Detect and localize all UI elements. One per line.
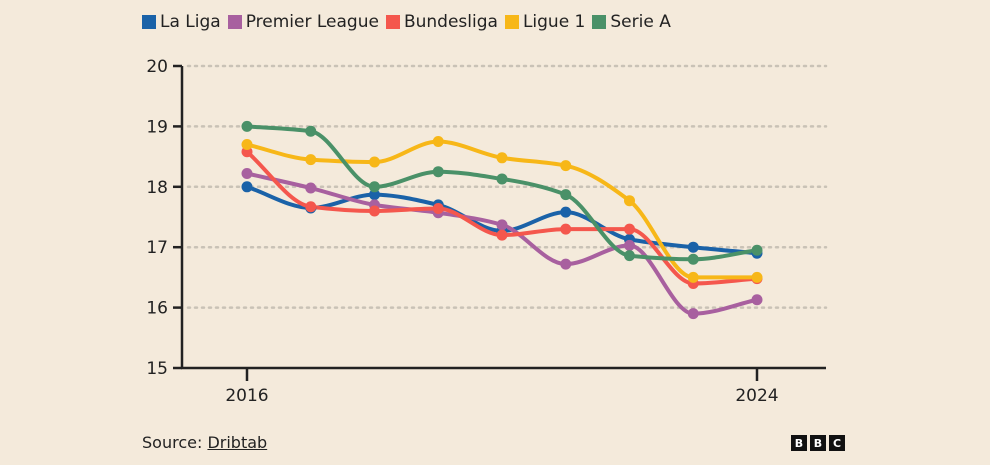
data-point-bundesliga <box>432 203 444 215</box>
series-line-premier-league <box>245 171 759 316</box>
data-point-serie-a <box>241 120 253 132</box>
legend-item: La Liga <box>142 12 221 32</box>
series-points <box>241 120 763 320</box>
data-point-ligue-1 <box>496 152 508 164</box>
axes: 15 16 17 18 19 20 2016 2024 <box>146 57 826 406</box>
bbc-logo-block: C <box>829 435 845 451</box>
data-point-ligue-1 <box>305 154 317 166</box>
legend-swatch <box>385 15 400 29</box>
source-label: Source: <box>142 433 208 452</box>
data-point-premier-league <box>751 294 763 306</box>
legend-label: La Liga <box>160 12 221 32</box>
y-tick-label: 15 <box>146 359 168 379</box>
data-point-serie-a <box>369 181 380 193</box>
data-point-premier-league <box>624 239 635 251</box>
y-tick-label: 20 <box>146 57 168 77</box>
legend-label: Serie A <box>610 12 671 32</box>
data-point-serie-a <box>496 173 508 185</box>
legend-swatch <box>142 15 156 29</box>
gridlines <box>186 64 828 309</box>
legend-swatch <box>504 15 519 29</box>
source-note: Source: Dribtab <box>142 433 267 452</box>
data-point-serie-a <box>624 250 635 262</box>
data-point-ligue-1 <box>369 156 380 168</box>
data-point-serie-a <box>305 125 317 137</box>
data-point-la-liga <box>369 189 380 201</box>
data-point-la-liga <box>560 206 572 218</box>
legend-item: Premier League <box>227 12 379 32</box>
data-point-ligue-1 <box>687 271 699 283</box>
data-point-ligue-1 <box>751 271 763 283</box>
x-tick-label: 2016 <box>225 386 268 406</box>
bbc-logo: B B C <box>791 435 848 451</box>
data-point-ligue-1 <box>624 195 635 207</box>
y-tick-label: 17 <box>146 238 168 258</box>
data-point-ligue-1 <box>241 139 253 151</box>
chart-legend: La Liga Premier League Bundesliga Ligue 1 Se… <box>142 12 678 32</box>
data-point-premier-league <box>496 219 508 231</box>
data-point-ligue-1 <box>432 136 444 147</box>
data-point-la-liga <box>687 241 699 253</box>
data-point-serie-a <box>560 189 572 201</box>
legend-label: Premier League <box>245 12 379 32</box>
data-point-bundesliga <box>369 205 380 217</box>
source-link[interactable]: Dribtab <box>207 433 268 452</box>
legend-item: Bundesliga <box>385 12 498 32</box>
data-point-la-liga <box>241 181 253 193</box>
y-tick-label: 16 <box>146 299 168 319</box>
data-point-bundesliga <box>560 223 572 235</box>
data-point-bundesliga <box>624 223 635 235</box>
data-point-premier-league <box>305 182 317 194</box>
data-point-ligue-1 <box>560 160 572 172</box>
series-line-bundesliga <box>245 149 759 286</box>
data-point-bundesliga <box>496 229 508 241</box>
legend-swatch <box>227 15 242 29</box>
x-tick-label: 2024 <box>735 386 778 406</box>
data-point-bundesliga <box>305 201 317 213</box>
y-tick-label: 19 <box>146 117 168 137</box>
data-point-serie-a <box>687 253 699 265</box>
y-tick-label: 18 <box>146 178 168 198</box>
data-point-serie-a <box>432 166 444 178</box>
bbc-logo-block: B <box>791 435 807 451</box>
bbc-logo-block: B <box>810 435 826 451</box>
legend-label: Ligue 1 <box>522 12 586 32</box>
data-point-premier-league <box>560 258 572 270</box>
legend-item: Serie A <box>592 12 671 32</box>
legend-swatch <box>592 15 607 29</box>
data-point-premier-league <box>687 308 699 320</box>
data-point-premier-league <box>241 168 253 180</box>
legend-item: Ligue 1 <box>504 12 586 32</box>
data-point-serie-a <box>751 244 763 256</box>
legend-label: Bundesliga <box>403 12 498 32</box>
